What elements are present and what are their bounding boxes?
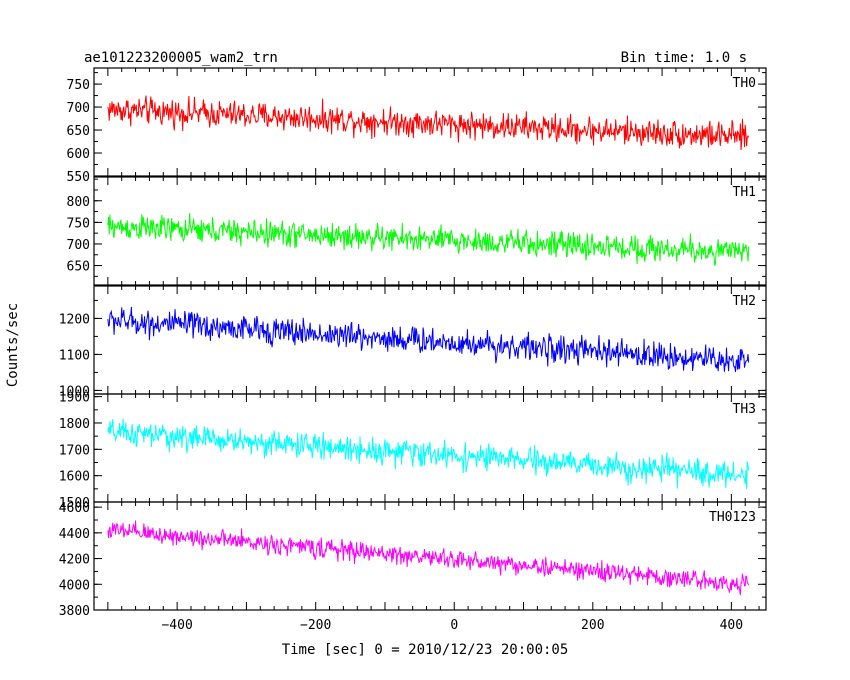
y-tick-label: 1200	[59, 312, 90, 327]
panel-th0: 550 600 650 700 750 TH0	[67, 67, 767, 185]
y-tick-label: 800	[67, 195, 90, 210]
y-tick-label: 650	[67, 260, 90, 275]
y-tick-label: 1100	[59, 348, 90, 363]
panel-frame	[93, 501, 767, 611]
series-th1-line	[107, 213, 750, 267]
y-tick-label: 600	[67, 147, 90, 162]
series-th3-line	[107, 418, 750, 490]
y-tick-label: 4400	[59, 527, 90, 542]
bin-time-label: Bin time: 1.0 s	[621, 50, 747, 66]
y-tick-label: 550	[67, 170, 90, 185]
panel-th2: 1000 1100 1200 TH2	[59, 285, 767, 399]
panel-th1: 650 700 750 800 TH1	[67, 176, 767, 286]
y-tick-label: 750	[67, 216, 90, 231]
x-tick-label: −400	[161, 618, 192, 633]
panel-label-th0: TH0	[733, 76, 756, 91]
y-axis-title: Counts/sec	[5, 303, 21, 387]
panel-label-th3: TH3	[733, 402, 756, 417]
y-tick-label: 1500	[59, 496, 90, 511]
panel-label-th0123: TH0123	[709, 510, 756, 525]
y-tick-label: 650	[67, 124, 90, 139]
y-tick-label: 750	[67, 78, 90, 93]
x-tick-label: 200	[581, 618, 604, 633]
y-tick-label: 4200	[59, 553, 90, 568]
y-tick-label: 1000	[59, 384, 90, 399]
panel-th3: 1500 1600 1700 1800 1900 TH3	[59, 391, 767, 511]
x-tick-label: 0	[450, 618, 458, 633]
panel-frame	[93, 285, 767, 395]
chart-title: ae101223200005_wam2_trn	[84, 50, 278, 66]
y-tick-label: 1800	[59, 417, 90, 432]
series-th0123-line	[107, 520, 750, 596]
x-axis: −400 −200 0 200 400	[161, 618, 743, 633]
series-th0-line	[107, 95, 750, 151]
y-tick-label: 700	[67, 238, 90, 253]
panel-label-th1: TH1	[733, 185, 756, 200]
x-tick-label: 400	[720, 618, 743, 633]
y-tick-label: 1900	[59, 391, 90, 406]
panel-th0123: 3800 4000 4200 4400 4600 TH0123	[59, 501, 767, 619]
y-tick-label: 4000	[59, 578, 90, 593]
y-tick-label: 1700	[59, 443, 90, 458]
series-th2-line	[107, 306, 750, 373]
panels: 550 600 650 700 750 TH0 650 700 750 800 TH1 1000 110…	[59, 67, 767, 619]
y-tick-label: 3800	[59, 604, 90, 619]
x-axis-title: Time [sec] 0 = 2010/12/23 20:00:05	[282, 642, 569, 658]
x-tick-label: −200	[300, 618, 331, 633]
panel-frame	[93, 176, 767, 286]
panel-label-th2: TH2	[733, 294, 756, 309]
y-tick-label: 4600	[59, 501, 90, 516]
y-tick-label: 700	[67, 101, 90, 116]
y-tick-label: 1600	[59, 470, 90, 485]
panel-frame	[93, 67, 767, 177]
